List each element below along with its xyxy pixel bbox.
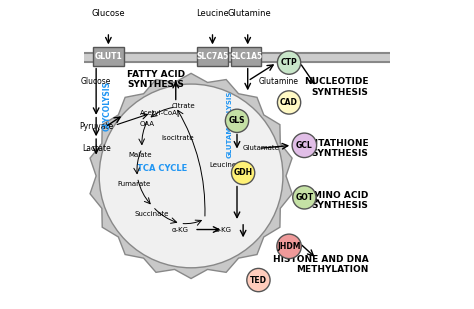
Text: OAA: OAA [139, 121, 154, 127]
Circle shape [277, 234, 301, 259]
Text: CAD: CAD [280, 98, 298, 107]
Text: TED: TED [250, 276, 267, 285]
Text: JHDM: JHDM [277, 242, 301, 251]
Circle shape [231, 161, 255, 184]
Text: Glucose: Glucose [81, 77, 111, 86]
Text: GOT: GOT [295, 193, 313, 202]
Circle shape [277, 51, 301, 74]
Text: AMINO ACID
SYNTHESIS: AMINO ACID SYNTHESIS [306, 191, 369, 210]
Circle shape [225, 109, 249, 133]
Text: GLUTATHIONE
SYNTHESIS: GLUTATHIONE SYNTHESIS [298, 139, 369, 158]
Text: α-KG: α-KG [172, 226, 189, 233]
Text: Leucine: Leucine [210, 162, 237, 168]
Text: Pyruvate: Pyruvate [79, 122, 113, 131]
Text: FATTY ACID
SYNTHESIS: FATTY ACID SYNTHESIS [127, 70, 185, 89]
Text: α-KG: α-KG [215, 226, 232, 233]
Circle shape [99, 84, 283, 268]
Polygon shape [90, 73, 292, 278]
Text: GLUT1: GLUT1 [94, 52, 122, 61]
FancyBboxPatch shape [197, 47, 228, 66]
Text: Glutamate: Glutamate [243, 145, 280, 151]
Text: Citrate: Citrate [172, 103, 195, 108]
Text: Glutamine: Glutamine [258, 77, 299, 86]
Circle shape [277, 91, 301, 114]
FancyBboxPatch shape [231, 47, 262, 66]
Text: GLYCOLYSIS: GLYCOLYSIS [102, 81, 111, 130]
Text: Lactate: Lactate [82, 144, 110, 153]
Text: GLUTAMINOLYSIS: GLUTAMINOLYSIS [227, 90, 232, 158]
Text: GLS: GLS [229, 116, 245, 125]
Text: Glutamine: Glutamine [228, 9, 271, 18]
Text: Glucose: Glucose [91, 9, 125, 18]
Text: GDH: GDH [234, 168, 253, 177]
Text: TCA CYCLE: TCA CYCLE [137, 164, 187, 173]
FancyBboxPatch shape [93, 47, 124, 66]
Text: Malate: Malate [129, 151, 152, 158]
Text: Acetyl-CoA: Acetyl-CoA [140, 110, 178, 116]
Text: Isocitrate: Isocitrate [161, 135, 193, 141]
Text: CTP: CTP [281, 58, 297, 67]
Text: Fumarate: Fumarate [118, 180, 151, 187]
Text: SLC7A5: SLC7A5 [196, 52, 228, 61]
Circle shape [293, 186, 316, 209]
Text: NUCLEOTIDE
SYNTHESIS: NUCLEOTIDE SYNTHESIS [304, 78, 369, 97]
Text: HISTONE AND DNA
METHYLATION: HISTONE AND DNA METHYLATION [273, 255, 369, 274]
Text: Leucine: Leucine [196, 9, 229, 18]
Circle shape [247, 269, 270, 292]
Text: SLC1A5: SLC1A5 [230, 52, 262, 61]
Circle shape [292, 133, 317, 158]
Text: Succinate: Succinate [134, 211, 168, 217]
Text: GCL: GCL [296, 141, 313, 150]
